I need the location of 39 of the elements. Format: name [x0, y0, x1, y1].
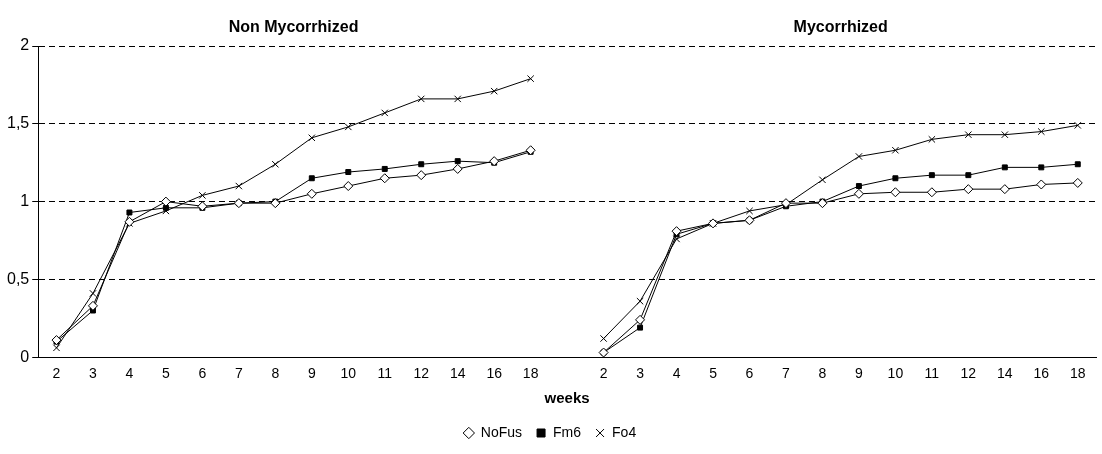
x-tick-label: 9 — [307, 365, 316, 382]
x-axis-title: weeks — [543, 389, 590, 407]
x-tick-label: 11 — [377, 365, 393, 382]
y-tick-label: 2 — [20, 36, 30, 54]
y-tick-label: 1,5 — [6, 114, 30, 132]
legend-label: NoFus — [480, 423, 523, 440]
x-tick-label: 4 — [672, 365, 681, 382]
x-tick-label: 7 — [234, 365, 243, 382]
x-tick-label: 14 — [997, 365, 1013, 382]
x-tick-label: 8 — [271, 365, 280, 382]
y-tick-label: 0,5 — [6, 269, 30, 287]
text: Mycorrhized — [793, 18, 888, 36]
x-tick-label: 18 — [1069, 365, 1086, 382]
x-tick-label: 5 — [709, 365, 718, 382]
legend-label: Fo4 — [612, 423, 637, 440]
x-tick-label: 10 — [887, 365, 904, 382]
text: Non Mycorrhized — [228, 18, 359, 36]
x-tick-label: 16 — [486, 365, 503, 382]
y-tick-label: 1 — [20, 192, 30, 210]
x-tick-label: 7 — [782, 365, 791, 382]
x-tick-label: 4 — [125, 365, 134, 382]
x-tick-label: 9 — [855, 365, 864, 382]
x-tick-label: 2 — [599, 365, 608, 382]
x-tick-label: 3 — [636, 365, 645, 382]
x-tick-label: 16 — [1033, 365, 1050, 382]
legend-label: Fm6 — [553, 423, 582, 440]
x-tick-label: 6 — [198, 365, 207, 382]
x-tick-label: 11 — [924, 365, 940, 382]
x-tick-label: 8 — [818, 365, 827, 382]
x-tick-label: 2 — [52, 365, 61, 382]
x-tick-label: 12 — [413, 365, 430, 382]
x-tick-label: 10 — [340, 365, 357, 382]
x-tick-label: 14 — [449, 365, 466, 382]
x-tick-label: 5 — [162, 365, 170, 382]
x-tick-label: 6 — [745, 365, 754, 382]
y-tick-label: 0 — [20, 347, 30, 365]
x-tick-label: 12 — [960, 365, 977, 382]
x-tick-label: 3 — [89, 365, 98, 382]
x-tick-label: 18 — [522, 365, 539, 382]
